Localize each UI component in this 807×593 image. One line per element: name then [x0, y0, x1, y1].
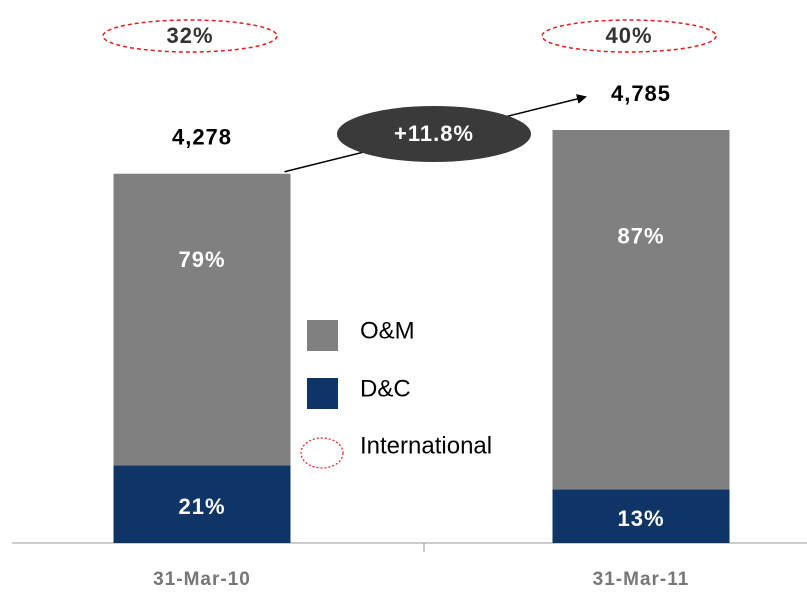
international-label: 32% — [166, 23, 213, 48]
legend-label: O&M — [360, 317, 415, 344]
bar-segment — [552, 130, 730, 490]
category-label: 31-Mar-10 — [153, 569, 251, 590]
total-label: 4,278 — [172, 125, 232, 150]
international-label: 40% — [605, 23, 652, 48]
growth-label: +11.8% — [394, 121, 474, 146]
legend-swatch — [300, 437, 344, 469]
total-label: 4,785 — [611, 81, 671, 106]
bar-segment — [552, 489, 730, 543]
growth-bubble — [337, 106, 531, 162]
segment-label: 87% — [617, 224, 664, 249]
international-ellipse — [541, 19, 717, 53]
bar-segment — [113, 465, 291, 543]
bar-segment — [113, 173, 291, 466]
segment-label: 79% — [178, 247, 225, 272]
legend-swatch — [307, 378, 338, 409]
legend-label: D&C — [360, 375, 411, 402]
segment-label: 21% — [178, 494, 225, 519]
legend-label: International — [360, 432, 492, 459]
category-label: 31-Mar-11 — [593, 569, 690, 590]
international-ellipse — [102, 19, 278, 53]
legend-swatch — [307, 320, 338, 351]
segment-label: 13% — [617, 506, 664, 531]
